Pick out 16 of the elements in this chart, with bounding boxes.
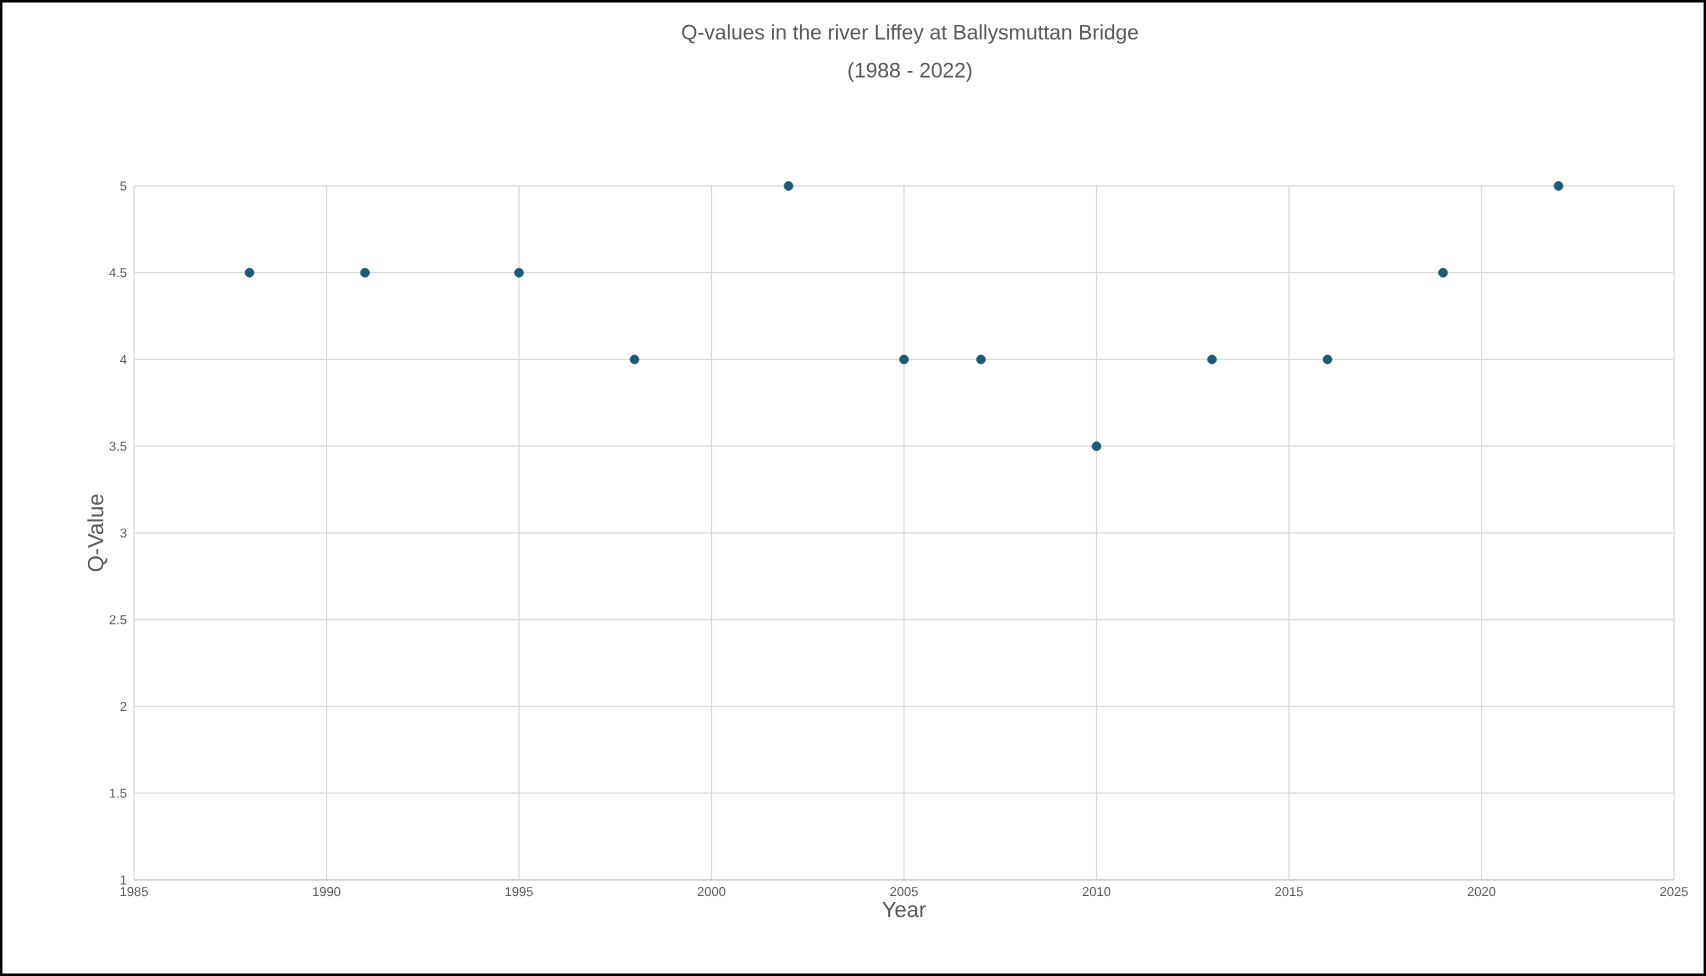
x-axis-title: Year [882, 901, 926, 918]
point [360, 267, 370, 278]
point [976, 354, 986, 365]
point [1207, 354, 1217, 365]
point [514, 267, 524, 278]
point [1322, 354, 1333, 365]
point [1438, 267, 1448, 278]
point [899, 354, 909, 365]
chart-title: Q-values in the river Liffey at Ballysmuttan Bridge [682, 24, 1138, 44]
y-axis-title: Q-Value [87, 494, 108, 572]
chart-subtitle: (1988 - 2022) [848, 62, 972, 82]
point [1091, 441, 1102, 452]
point [244, 267, 255, 278]
point [1553, 181, 1564, 191]
point [629, 354, 640, 365]
point [783, 181, 794, 191]
